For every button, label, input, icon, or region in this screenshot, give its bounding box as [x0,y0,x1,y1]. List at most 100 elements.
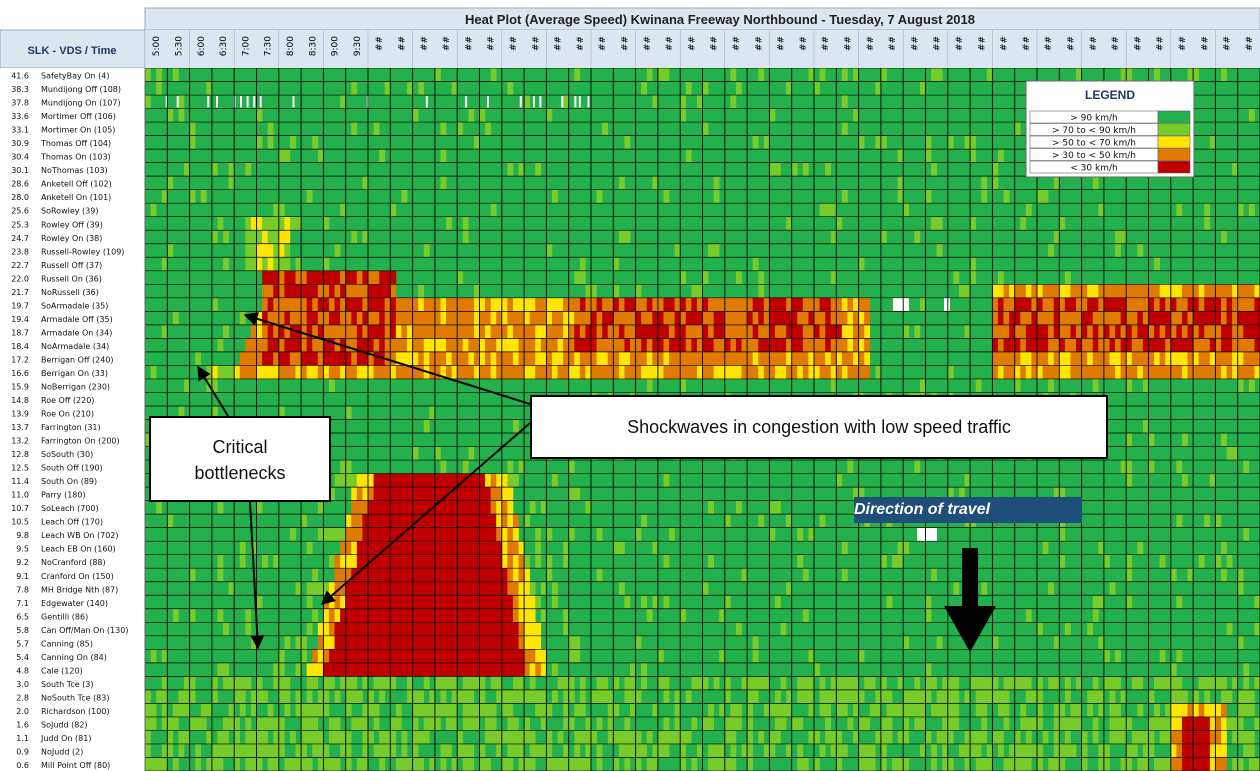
data-gap [253,96,256,108]
heat-cell [485,473,491,488]
heat-cell [1092,324,1099,339]
heat-cell [1098,324,1105,339]
heat-cell [524,635,542,650]
heat-cell [568,324,575,339]
heat-cell [1226,311,1233,326]
heat-cell [1154,757,1172,771]
heat-cell [434,446,441,461]
heat-cell [356,554,503,569]
row-station-label: Leach Off (170) [41,518,103,527]
data-gap [240,96,242,108]
heat-cell [925,595,932,610]
heat-cell [289,730,296,745]
heat-cell [223,230,229,245]
time-tick-label: ## [955,36,965,51]
row-station-label: South Off (190) [41,464,103,473]
heat-cell [150,203,157,218]
heat-cell [284,703,291,718]
heat-cell [217,730,229,745]
heat-cell [719,608,726,623]
heat-cell [1003,189,1010,204]
heat-cell [362,311,369,326]
heat-cell [1181,365,1188,380]
heat-cell [730,68,737,82]
heat-cell [1059,554,1066,569]
heat-cell [563,324,570,339]
heat-cell [1037,284,1043,299]
heat-cell [585,743,592,758]
heat-cell [546,554,553,569]
heat-cell [267,324,274,339]
heat-cell [847,311,854,326]
heat-cell [1220,230,1227,245]
heat-cell [1092,378,1099,393]
heat-cell [786,743,793,758]
time-tick-label: ## [777,36,787,51]
heat-cell [1126,743,1138,758]
heat-cell [1109,581,1116,596]
heat-cell [1103,554,1110,569]
row-station-label: Roe On (210) [41,410,94,419]
row-station-label: MH Bridge Nth (87) [41,585,118,594]
heat-cell [1087,297,1099,312]
row-slk-label: 25.3 [11,220,29,229]
time-tick-label: ## [620,36,630,51]
heat-cell [880,743,887,758]
heat-cell [317,635,324,650]
heat-cell [145,743,151,758]
heat-cell [1109,703,1121,718]
heat-cell [1254,365,1260,380]
heat-cell [150,365,157,380]
heat-cell [423,351,430,366]
heat-cell [858,716,871,731]
heat-cell [473,351,480,366]
heat-cell [529,311,547,326]
heat-cell [1115,324,1121,339]
heat-cell [1037,622,1043,637]
row-station-label: South On (89) [41,477,97,486]
heat-cell [507,297,514,312]
heat-cell [568,649,581,664]
heat-cell [306,297,313,312]
heat-cell [708,703,714,718]
heat-cell [457,270,464,285]
heat-cell [1137,311,1144,326]
heat-cell [1198,703,1205,718]
heat-cell [440,365,447,380]
heat-cell [189,122,196,136]
heat-cell [1226,365,1233,380]
heat-cell [368,689,374,704]
heat-cell [825,716,832,731]
heat-cell [1115,338,1121,353]
heat-cell [808,527,815,542]
arrow-bottle-lower [249,501,265,650]
row-station-label: Judd On (81) [40,734,91,743]
row-station-label: Mortimer On (105) [41,126,115,135]
heat-cell [919,378,926,393]
heat-cell [284,635,291,650]
heat-cell [1059,338,1066,353]
heat-cell [964,689,971,704]
heat-cell [211,230,218,245]
heat-cell [278,338,285,353]
heat-cell [1181,473,1188,488]
heat-cell [1098,541,1105,555]
heat-cell [373,338,380,353]
heat-cell [457,730,464,745]
heat-cell [724,676,731,691]
heat-cell [323,635,335,650]
heat-cell [975,378,982,393]
heat-cell [680,311,687,326]
time-tick-label: ## [1000,36,1010,51]
heat-cell [295,689,302,704]
row-slk-label: 9.1 [16,572,29,581]
heat-cell [1226,716,1244,731]
heat-cell [724,730,737,745]
heat-cell [245,230,263,245]
heat-cell [228,176,235,190]
heat-cell [747,730,753,745]
heat-cell [479,311,491,326]
heat-cell [624,135,631,150]
heat-cell [418,284,425,299]
heat-cell [267,122,274,136]
